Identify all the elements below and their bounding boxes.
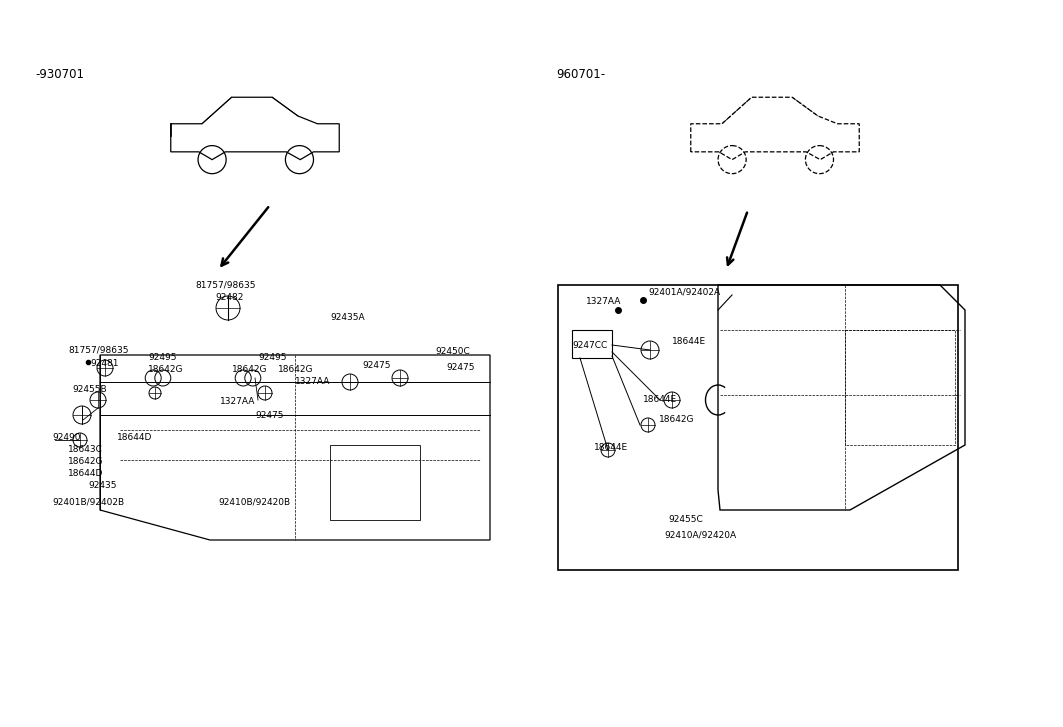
Text: 18642G: 18642G (279, 366, 314, 374)
Text: 92481: 92481 (90, 358, 118, 368)
Text: 18642G: 18642G (232, 366, 268, 374)
Text: 18643C: 18643C (68, 446, 103, 454)
Text: 1327AA: 1327AA (586, 297, 622, 307)
Bar (572, 330, 612, 358)
Text: 81757/98635: 81757/98635 (195, 281, 255, 289)
Text: 92401A/92402A: 92401A/92402A (648, 287, 720, 297)
Text: 18642G: 18642G (148, 366, 184, 374)
Text: 92410B/92420B: 92410B/92420B (218, 497, 290, 507)
Text: 18642G: 18642G (659, 416, 694, 425)
Text: 92455C: 92455C (668, 515, 703, 524)
Text: 81757/98635: 81757/98635 (68, 345, 129, 355)
Text: 92475: 92475 (446, 364, 474, 372)
Text: 92475: 92475 (255, 411, 284, 419)
Text: 92435: 92435 (88, 481, 117, 491)
Text: 92401B/92402B: 92401B/92402B (52, 497, 124, 507)
Bar (845, 330, 955, 445)
Text: 92482: 92482 (215, 292, 243, 302)
Text: 18644E: 18644E (643, 395, 677, 404)
Text: 960701-: 960701- (556, 68, 605, 81)
Text: 18644D: 18644D (117, 433, 152, 443)
Text: 92455B: 92455B (72, 385, 106, 395)
Text: 9247CC: 9247CC (572, 340, 607, 350)
Text: -930701: -930701 (35, 68, 84, 81)
Text: 18644E: 18644E (672, 337, 706, 347)
Text: 92475: 92475 (362, 361, 390, 369)
Text: 92450C: 92450C (435, 348, 470, 356)
Text: 92490: 92490 (52, 433, 81, 443)
Text: 18644D: 18644D (68, 470, 103, 478)
Text: 92495: 92495 (148, 353, 176, 363)
Text: 92435A: 92435A (330, 313, 365, 323)
Text: 92410A/92420A: 92410A/92420A (664, 531, 736, 539)
Text: 18644E: 18644E (594, 443, 628, 452)
Text: 92495: 92495 (258, 353, 287, 363)
Text: 1327AA: 1327AA (220, 398, 255, 406)
Text: 1327AA: 1327AA (296, 377, 331, 387)
Text: 18642G: 18642G (68, 457, 103, 467)
Bar (558, 285, 958, 570)
